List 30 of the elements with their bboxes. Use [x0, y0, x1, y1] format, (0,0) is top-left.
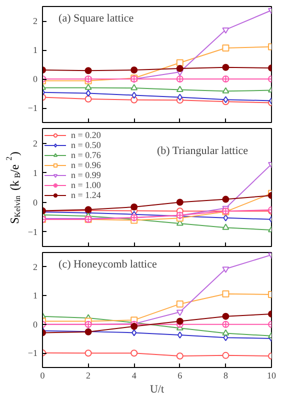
y-tick-label: 1: [33, 45, 38, 55]
y-tick-label: −1: [28, 103, 38, 113]
x-tick-label: 6: [178, 370, 183, 380]
y-tick-label: −1: [28, 348, 38, 358]
legend-label: n = 0.20: [71, 130, 101, 140]
legend-label: n = 1.00: [71, 180, 101, 190]
y-tick-label: −1: [28, 226, 38, 237]
legend-label: n = 1.24: [71, 190, 101, 200]
x-tick-label: 8: [223, 370, 228, 380]
y-tick-label: 0: [33, 319, 38, 330]
x-tick-label: 0: [40, 370, 46, 380]
text: (b) Triangular lattice: [157, 145, 248, 158]
legend-label: n = 0.50: [71, 140, 101, 150]
text: (c) Honeycomb lattice: [58, 258, 157, 270]
x-tick-label: 10: [267, 370, 276, 380]
legend-label: n = 0.99: [71, 170, 101, 180]
legend-label: n = 0.76: [71, 150, 101, 160]
y-tick-label: 2: [33, 16, 38, 26]
y-tick-label: 1: [33, 168, 38, 178]
y-tick-label: 2: [33, 262, 38, 272]
x-axis-title: U/t: [150, 384, 164, 396]
x-tick-label: 2: [86, 370, 91, 380]
y-tick-label: 2: [33, 138, 38, 148]
text: (a) Square lattice: [58, 12, 134, 24]
y-tick-label: 1: [33, 290, 38, 301]
y-tick-label: 0: [33, 197, 38, 208]
legend-label: n = 0.96: [71, 160, 101, 170]
y-tick-label: 0: [33, 74, 38, 84]
x-tick-label: 4: [132, 370, 137, 380]
y-axis-title: SKelvin(kB/e2): [4, 152, 22, 224]
